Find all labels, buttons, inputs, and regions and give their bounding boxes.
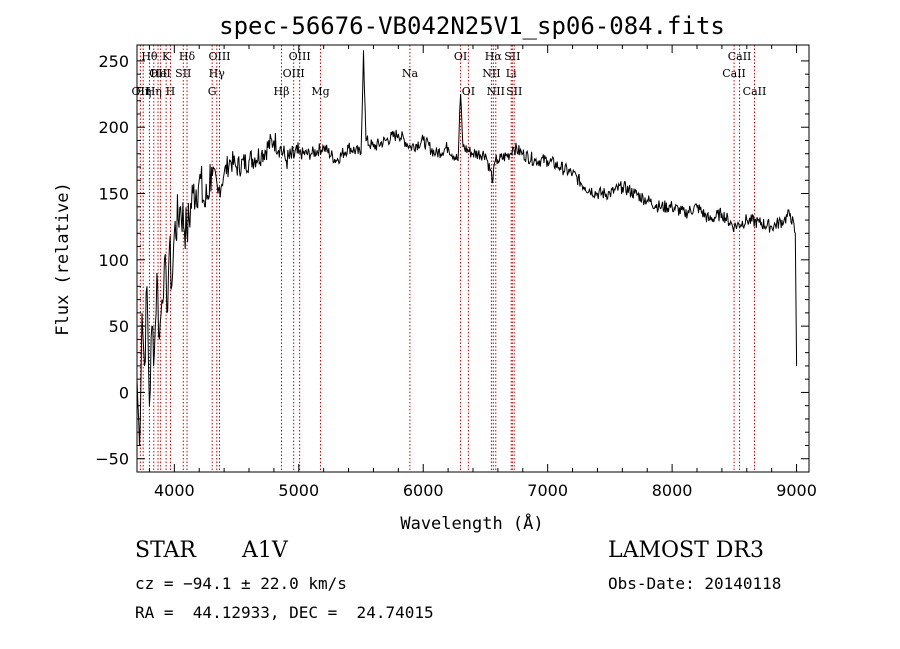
- line-marker-label-17: Na: [402, 67, 419, 80]
- line-marker-label-25: SII: [506, 85, 522, 98]
- line-marker-label-13: Hβ: [274, 85, 290, 98]
- y-tick-label-5: 200: [98, 118, 129, 137]
- y-axis-label: Flux (relative): [53, 182, 73, 336]
- line-marker-label-28: CaII: [743, 85, 767, 98]
- line-marker-label-15: OIII: [289, 50, 311, 63]
- x-tick-label-5: 9000: [776, 481, 817, 500]
- line-marker-label-21: Hα: [485, 50, 503, 63]
- y-tick-label-3: 100: [98, 251, 129, 270]
- line-marker-label-10: G: [208, 85, 217, 98]
- line-marker-label-18: OI: [454, 50, 467, 63]
- x-tick-label-3: 7000: [527, 481, 568, 500]
- y-tick-label-2: 50: [109, 317, 129, 336]
- line-marker-label-8: SII: [175, 67, 191, 80]
- line-marker-label-22: NII: [487, 85, 505, 98]
- line-marker-label-12: OIII: [208, 50, 230, 63]
- x-axis-ticks: 4000 5000 6000 7000 8000 9000: [148, 45, 817, 500]
- y-tick-label-4: 150: [98, 185, 129, 204]
- line-marker-label-14: OIII: [283, 67, 305, 80]
- line-marker-label-1: Hη: [135, 85, 151, 98]
- line-marker-label-16: Mg: [311, 85, 329, 98]
- sky-coordinates: RA = 44.12933, DEC = 24.74015: [135, 603, 434, 622]
- y-tick-label-6: 250: [98, 52, 129, 71]
- line-marker-label-19: OI: [462, 85, 475, 98]
- line-marker-label-5: HeI: [150, 67, 170, 80]
- object-subclass: A1V: [242, 538, 288, 563]
- line-marker-label-26: CaII: [722, 67, 746, 80]
- line-marker-label-2: Hθ: [141, 50, 158, 63]
- survey-name: LAMOST DR3: [608, 538, 764, 563]
- x-tick-label-2: 6000: [403, 481, 444, 500]
- object-class: STAR: [135, 538, 196, 563]
- flux-series-line: [136, 50, 798, 446]
- emission-line-labels: OIIHηHθHηOIIHeIKHSIIHδGHγOIIIHβOIIIOIIIM…: [132, 50, 767, 98]
- line-marker-label-0: OII: [132, 85, 150, 98]
- line-marker-label-4: OII: [149, 67, 167, 80]
- x-tick-label-0: 4000: [154, 481, 195, 500]
- y-axis-ticks: −50 0 50 100 150 200 250: [95, 52, 809, 469]
- line-marker-label-23: Li: [506, 67, 517, 80]
- line-marker-label-6: K: [162, 50, 171, 63]
- x-axis-label: Wavelength (Å): [400, 512, 543, 534]
- line-marker-label-3: Hη: [146, 85, 162, 98]
- chart-title: spec-56676-VB042N25V1_sp06-084.fits: [219, 12, 725, 40]
- line-marker-label-9: Hδ: [179, 50, 196, 63]
- line-marker-label-11: Hγ: [209, 67, 226, 80]
- emission-line-markers: [139, 45, 755, 472]
- y-tick-label-0: −50: [95, 450, 129, 469]
- line-marker-label-7: H: [166, 85, 176, 98]
- line-marker-label-20: NII: [482, 67, 500, 80]
- line-marker-label-27: CaII: [728, 50, 752, 63]
- observation-date: Obs-Date: 20140118: [608, 574, 782, 593]
- redshift-cz: cz = −94.1 ± 22.0 km/s: [135, 574, 347, 593]
- y-tick-label-1: 0: [119, 383, 129, 402]
- plot-frame: [136, 44, 810, 473]
- x-tick-label-4: 8000: [652, 481, 693, 500]
- x-tick-label-1: 5000: [278, 481, 319, 500]
- line-marker-label-24: SII: [504, 50, 520, 63]
